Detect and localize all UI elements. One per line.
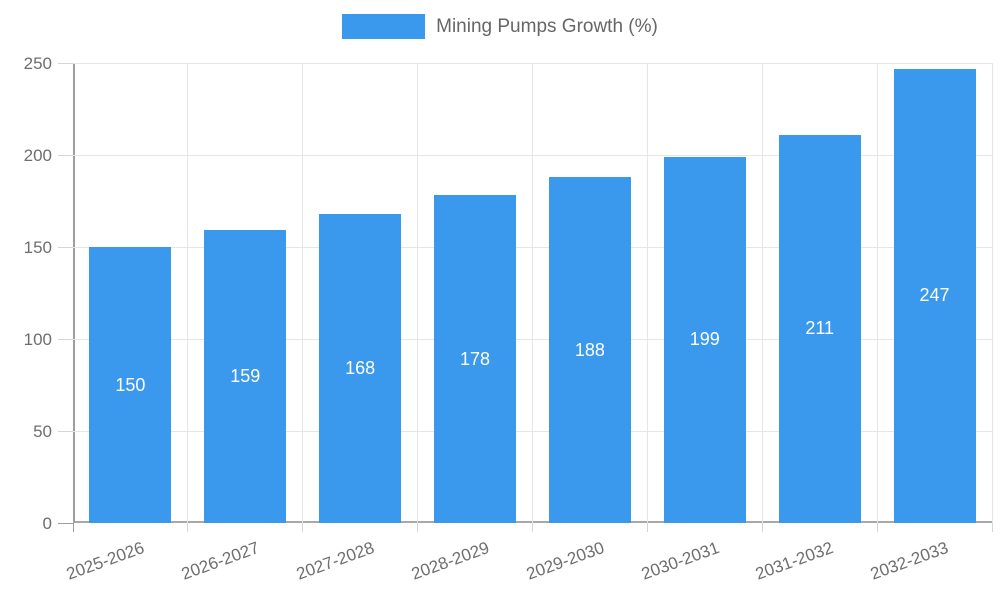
legend-swatch — [342, 14, 426, 39]
bar-value-label: 199 — [689, 329, 720, 350]
x-tick-label: 2026-2027 — [178, 538, 262, 584]
x-tick-mark — [761, 523, 763, 532]
x-tick-label: 2027-2028 — [293, 538, 377, 584]
bar[interactable]: 168 — [319, 213, 402, 523]
y-tick-label: 150 — [23, 238, 52, 257]
bar-value-label: 247 — [919, 285, 950, 306]
bar-value-label: 188 — [574, 339, 605, 360]
bar[interactable]: 150 — [89, 247, 172, 523]
x-tick-mark — [876, 523, 878, 532]
bar[interactable]: 211 — [778, 134, 861, 523]
legend-item[interactable]: Mining Pumps Growth (%) — [342, 14, 658, 39]
y-tick-mark — [58, 522, 73, 524]
x-tick-label: 2028-2029 — [408, 538, 492, 584]
bar-value-label: 159 — [230, 366, 261, 387]
x-tick-mark — [187, 523, 189, 532]
y-tick-mark — [58, 246, 73, 248]
x-tick-label: 2030-2031 — [638, 538, 722, 584]
bar-value-label: 178 — [460, 348, 491, 369]
x-tick-mark — [646, 523, 648, 532]
x-tick-label: 2025-2026 — [64, 538, 147, 584]
y-tick-label: 100 — [23, 330, 52, 349]
y-tick-label: 250 — [23, 54, 52, 73]
x-tick-mark — [302, 523, 304, 532]
bar[interactable]: 178 — [434, 195, 517, 523]
bar[interactable]: 159 — [204, 230, 287, 523]
bar-value-label: 150 — [115, 374, 146, 395]
y-tick-mark — [58, 338, 73, 340]
y-tick-label: 50 — [33, 422, 52, 441]
y-tick-mark — [58, 430, 73, 432]
x-tick-mark — [417, 523, 419, 532]
bar-value-label: 211 — [805, 318, 835, 339]
x-tick-mark — [532, 523, 533, 532]
y-tick-label: 200 — [23, 146, 52, 165]
legend: Mining Pumps Growth (%) — [0, 14, 1000, 39]
bar[interactable]: 247 — [893, 68, 976, 523]
x-tick-mark — [991, 523, 993, 532]
bar[interactable]: 188 — [548, 177, 631, 523]
y-tick-mark — [58, 154, 73, 156]
bar-value-label: 168 — [345, 357, 376, 378]
legend-label: Mining Pumps Growth (%) — [436, 15, 658, 37]
x-tick-label: 2031-2032 — [753, 538, 837, 584]
y-tick-label: 0 — [42, 514, 52, 533]
y-tick-mark — [58, 62, 73, 64]
x-tick-mark — [72, 523, 74, 532]
x-tick-label: 2029-2030 — [523, 538, 607, 584]
x-tick-label: 2032-2033 — [868, 538, 952, 584]
bar[interactable]: 199 — [663, 156, 746, 523]
